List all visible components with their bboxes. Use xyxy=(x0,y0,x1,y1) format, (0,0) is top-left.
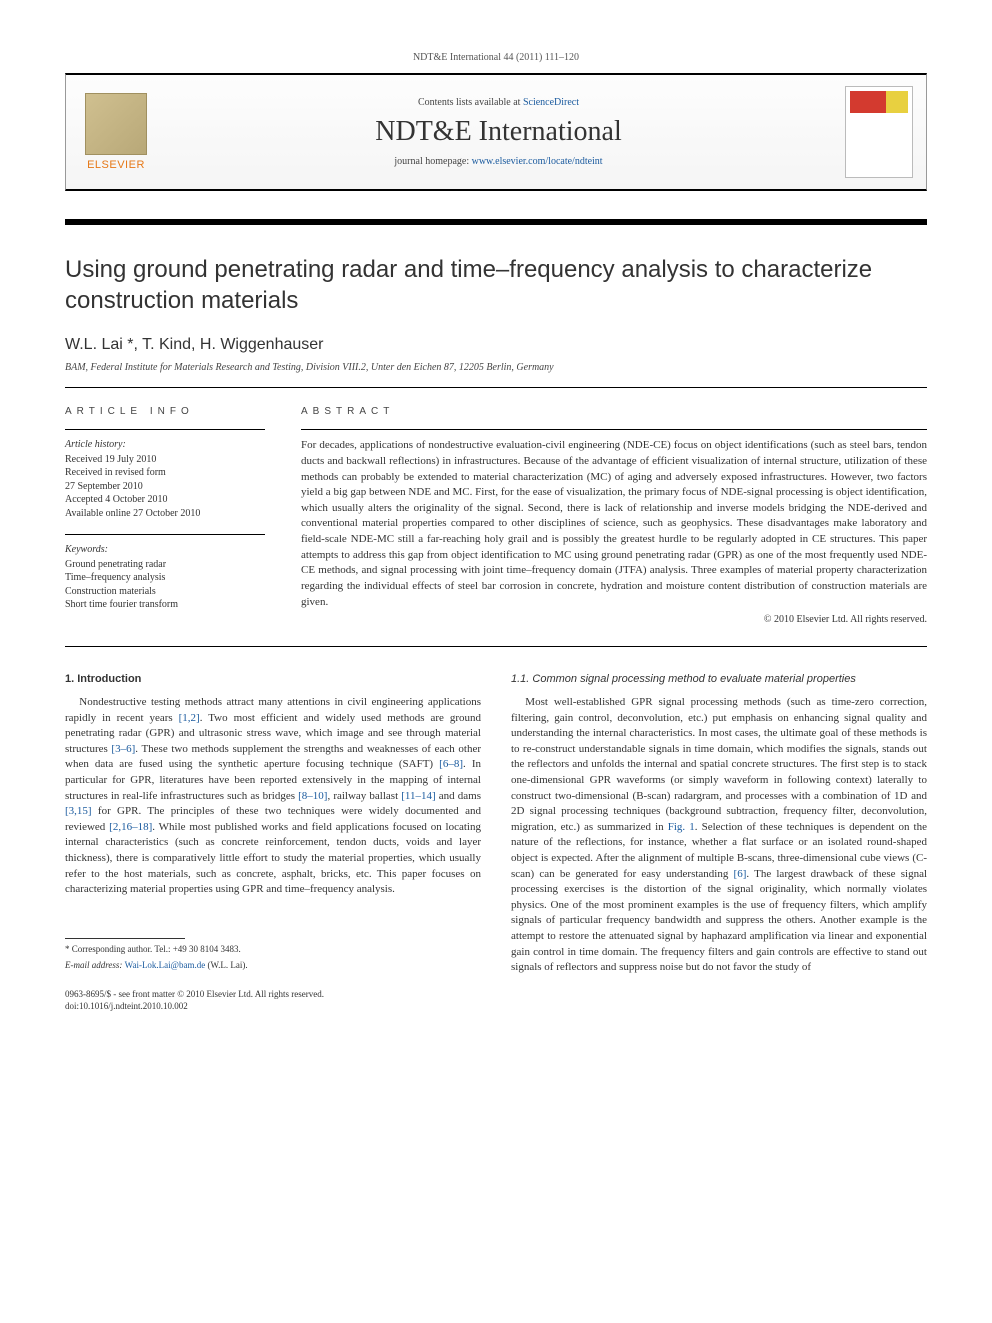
homepage-text: journal homepage: xyxy=(394,156,471,167)
p1-f: and dams xyxy=(436,790,481,802)
keyword-2: Time–frequency analysis xyxy=(65,571,265,585)
abstract-text: For decades, applications of nondestruct… xyxy=(301,438,927,610)
contents-available: Contents lists available at ScienceDirec… xyxy=(166,97,831,108)
info-rule-2 xyxy=(65,534,265,535)
body-columns: 1. Introduction Nondestructive testing m… xyxy=(65,673,927,1013)
contents-text: Contents lists available at xyxy=(418,97,523,108)
ref-6[interactable]: [6] xyxy=(734,868,747,880)
keyword-3: Construction materials xyxy=(65,585,265,599)
doi-line: doi:10.1016/j.ndteint.2010.10.002 xyxy=(65,1001,481,1013)
info-top-rule xyxy=(65,387,927,388)
homepage-line: journal homepage: www.elsevier.com/locat… xyxy=(166,156,831,167)
email-who: (W.L. Lai). xyxy=(205,960,247,970)
sciencedirect-link[interactable]: ScienceDirect xyxy=(523,97,579,108)
keyword-1: Ground penetrating radar xyxy=(65,558,265,572)
journal-title: NDT&E International xyxy=(166,116,831,148)
elsevier-tree-icon xyxy=(85,93,147,155)
banner-center: Contents lists available at ScienceDirec… xyxy=(166,97,831,167)
info-label: article info xyxy=(65,406,265,417)
history-received: Received 19 July 2010 xyxy=(65,453,265,467)
issn-line: 0963-8695/$ - see front matter © 2010 El… xyxy=(65,989,481,1001)
history-online: Available online 27 October 2010 xyxy=(65,507,265,521)
affiliation: BAM, Federal Institute for Materials Res… xyxy=(65,362,927,373)
email-link[interactable]: Wai-Lok.Lai@bam.de xyxy=(125,960,206,970)
section-1-1-p1: Most well-established GPR signal process… xyxy=(511,695,927,976)
homepage-link[interactable]: www.elsevier.com/locate/ndteint xyxy=(472,156,603,167)
body-col-right: 1.1. Common signal processing method to … xyxy=(511,673,927,1013)
section-1-p1: Nondestructive testing methods attract m… xyxy=(65,695,481,898)
abstract-label: abstract xyxy=(301,406,927,417)
section-1-head: 1. Introduction xyxy=(65,673,481,685)
journal-banner: ELSEVIER Contents lists available at Sci… xyxy=(65,73,927,191)
footnote-rule xyxy=(65,938,185,939)
keywords-block: Keywords: Ground penetrating radar Time–… xyxy=(65,543,265,612)
ref-2-16-18[interactable]: [2,16–18] xyxy=(109,821,152,833)
p11-c: . The largest drawback of these signal p… xyxy=(511,868,927,974)
history-revised-1: Received in revised form xyxy=(65,466,265,480)
ref-6-8[interactable]: [6–8] xyxy=(439,758,463,770)
body-top-rule xyxy=(65,646,927,647)
ref-3-15[interactable]: [3,15] xyxy=(65,805,92,817)
p1-e: , railway ballast xyxy=(327,790,401,802)
info-rule-1 xyxy=(65,429,265,430)
body-col-left: 1. Introduction Nondestructive testing m… xyxy=(65,673,481,1013)
article-info: article info Article history: Received 1… xyxy=(65,406,265,626)
ref-1-2[interactable]: [1,2] xyxy=(179,712,200,724)
abstract-copyright: © 2010 Elsevier Ltd. All rights reserved… xyxy=(301,614,927,625)
abstract: abstract For decades, applications of no… xyxy=(301,406,927,626)
publisher-block: ELSEVIER xyxy=(66,87,166,177)
email-line: E-mail address: Wai-Lok.Lai@bam.de (W.L.… xyxy=(65,959,481,971)
running-citation: NDT&E International 44 (2011) 111–120 xyxy=(65,52,927,63)
p11-a: Most well-established GPR signal process… xyxy=(511,696,927,833)
keywords-head: Keywords: xyxy=(65,543,265,557)
history-revised-2: 27 September 2010 xyxy=(65,480,265,494)
section-1-1-head: 1.1. Common signal processing method to … xyxy=(511,673,927,685)
info-abstract-row: article info Article history: Received 1… xyxy=(65,406,927,626)
abstract-rule xyxy=(301,429,927,430)
history-head: Article history: xyxy=(65,438,265,452)
ref-11-14[interactable]: [11–14] xyxy=(401,790,435,802)
journal-cover-icon xyxy=(845,86,913,178)
ref-fig1[interactable]: Fig. 1 xyxy=(668,821,695,833)
title-rule xyxy=(65,219,927,225)
ref-3-6[interactable]: [3–6] xyxy=(111,743,135,755)
article-title: Using ground penetrating radar and time–… xyxy=(65,255,927,316)
corresponding-author: * Corresponding author. Tel.: +49 30 810… xyxy=(65,943,481,955)
cover-block xyxy=(831,80,926,184)
email-label: E-mail address: xyxy=(65,960,125,970)
authors: W.L. Lai *, T. Kind, H. Wiggenhauser xyxy=(65,336,927,354)
history-accepted: Accepted 4 October 2010 xyxy=(65,493,265,507)
front-matter: 0963-8695/$ - see front matter © 2010 El… xyxy=(65,989,481,1012)
article-history: Article history: Received 19 July 2010 R… xyxy=(65,438,265,520)
ref-8-10[interactable]: [8–10] xyxy=(298,790,327,802)
publisher-name: ELSEVIER xyxy=(87,159,145,171)
keyword-4: Short time fourier transform xyxy=(65,598,265,612)
